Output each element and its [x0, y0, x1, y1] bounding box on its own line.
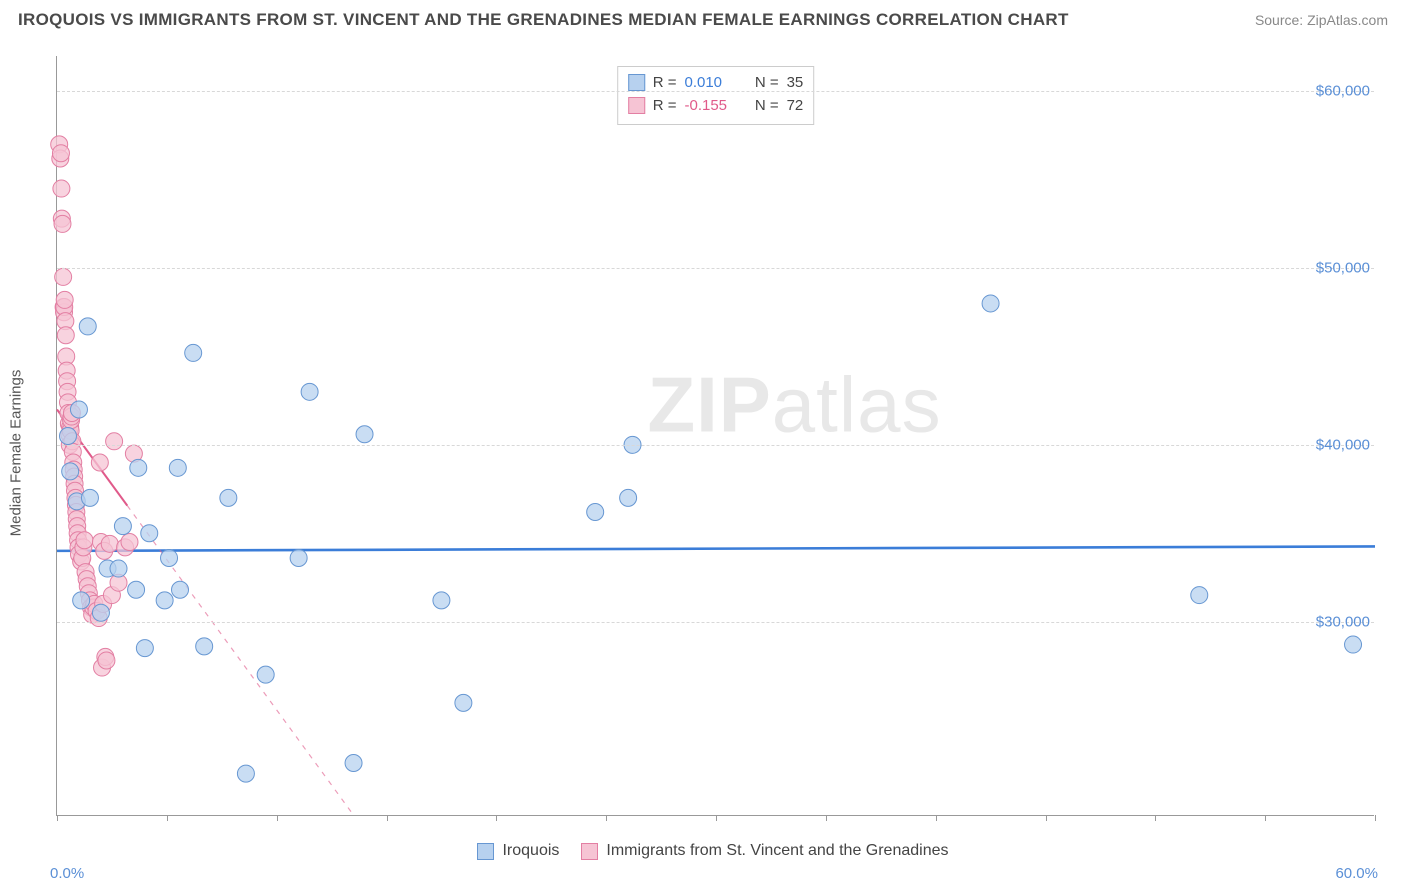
source-label: Source: ZipAtlas.com: [1255, 12, 1388, 28]
y-tick-label: $40,000: [1316, 436, 1370, 453]
legend-item: Immigrants from St. Vincent and the Gren…: [581, 842, 948, 860]
x-tick: [277, 815, 278, 821]
data-point: [1191, 587, 1208, 604]
data-point: [433, 592, 450, 609]
data-point: [91, 454, 108, 471]
x-tick: [57, 815, 58, 821]
data-point: [169, 459, 186, 476]
data-point: [79, 318, 96, 335]
chart-header: IROQUOIS VS IMMIGRANTS FROM ST. VINCENT …: [0, 0, 1406, 36]
y-tick-label: $60,000: [1316, 83, 1370, 100]
data-point: [92, 604, 109, 621]
data-point: [55, 268, 72, 285]
data-point: [62, 463, 79, 480]
data-point: [196, 638, 213, 655]
x-tick: [1375, 815, 1376, 821]
data-point: [130, 459, 147, 476]
data-point: [53, 180, 70, 197]
chart-title: IROQUOIS VS IMMIGRANTS FROM ST. VINCENT …: [18, 10, 1069, 30]
data-point: [136, 640, 153, 657]
data-point: [59, 428, 76, 445]
data-point: [106, 433, 123, 450]
x-min-label: 0.0%: [50, 865, 84, 882]
data-point: [356, 426, 373, 443]
data-point: [54, 215, 71, 232]
legend-item: Iroquois: [477, 842, 559, 860]
data-point: [73, 592, 90, 609]
data-point: [257, 666, 274, 683]
trend-line: [57, 546, 1375, 550]
data-point: [455, 694, 472, 711]
plot-area: ZIPatlas R = 0.010 N = 35R = -0.155 N = …: [56, 56, 1374, 816]
chart-container: Median Female Earnings ZIPatlas R = 0.01…: [38, 48, 1388, 858]
data-point: [121, 534, 138, 551]
data-point: [1345, 636, 1362, 653]
data-point: [345, 754, 362, 771]
x-tick: [606, 815, 607, 821]
y-tick-label: $50,000: [1316, 260, 1370, 277]
legend-swatch: [477, 843, 494, 860]
gridline: [57, 445, 1374, 446]
gridline: [57, 622, 1374, 623]
legend-label: Immigrants from St. Vincent and the Gren…: [606, 842, 948, 860]
x-tick: [936, 815, 937, 821]
data-point: [141, 525, 158, 542]
data-point: [98, 652, 115, 669]
legend-label: Iroquois: [502, 842, 559, 860]
data-point: [161, 549, 178, 566]
data-point: [128, 581, 145, 598]
data-point: [110, 560, 127, 577]
x-tick: [387, 815, 388, 821]
x-tick: [826, 815, 827, 821]
data-point: [70, 401, 87, 418]
data-point: [237, 765, 254, 782]
data-point: [172, 581, 189, 598]
data-point: [114, 518, 131, 535]
series-legend: Iroquois Immigrants from St. Vincent and …: [38, 842, 1388, 860]
gridline: [57, 268, 1374, 269]
data-point: [290, 549, 307, 566]
data-point: [185, 344, 202, 361]
data-point: [620, 489, 637, 506]
data-point: [587, 504, 604, 521]
data-point: [56, 291, 73, 308]
x-tick: [496, 815, 497, 821]
y-tick-label: $30,000: [1316, 613, 1370, 630]
data-point: [76, 532, 93, 549]
plot-svg: [57, 56, 1374, 815]
data-point: [81, 489, 98, 506]
x-tick: [167, 815, 168, 821]
data-point: [220, 489, 237, 506]
data-point: [52, 145, 69, 162]
data-point: [57, 327, 74, 344]
data-point: [982, 295, 999, 312]
data-point: [301, 383, 318, 400]
data-point: [156, 592, 173, 609]
data-point: [101, 535, 118, 552]
y-axis-label: Median Female Earnings: [8, 370, 25, 537]
x-tick: [1046, 815, 1047, 821]
x-max-label: 60.0%: [1335, 865, 1378, 882]
x-tick: [716, 815, 717, 821]
legend-swatch: [581, 843, 598, 860]
x-tick: [1265, 815, 1266, 821]
x-tick: [1155, 815, 1156, 821]
gridline: [57, 91, 1374, 92]
